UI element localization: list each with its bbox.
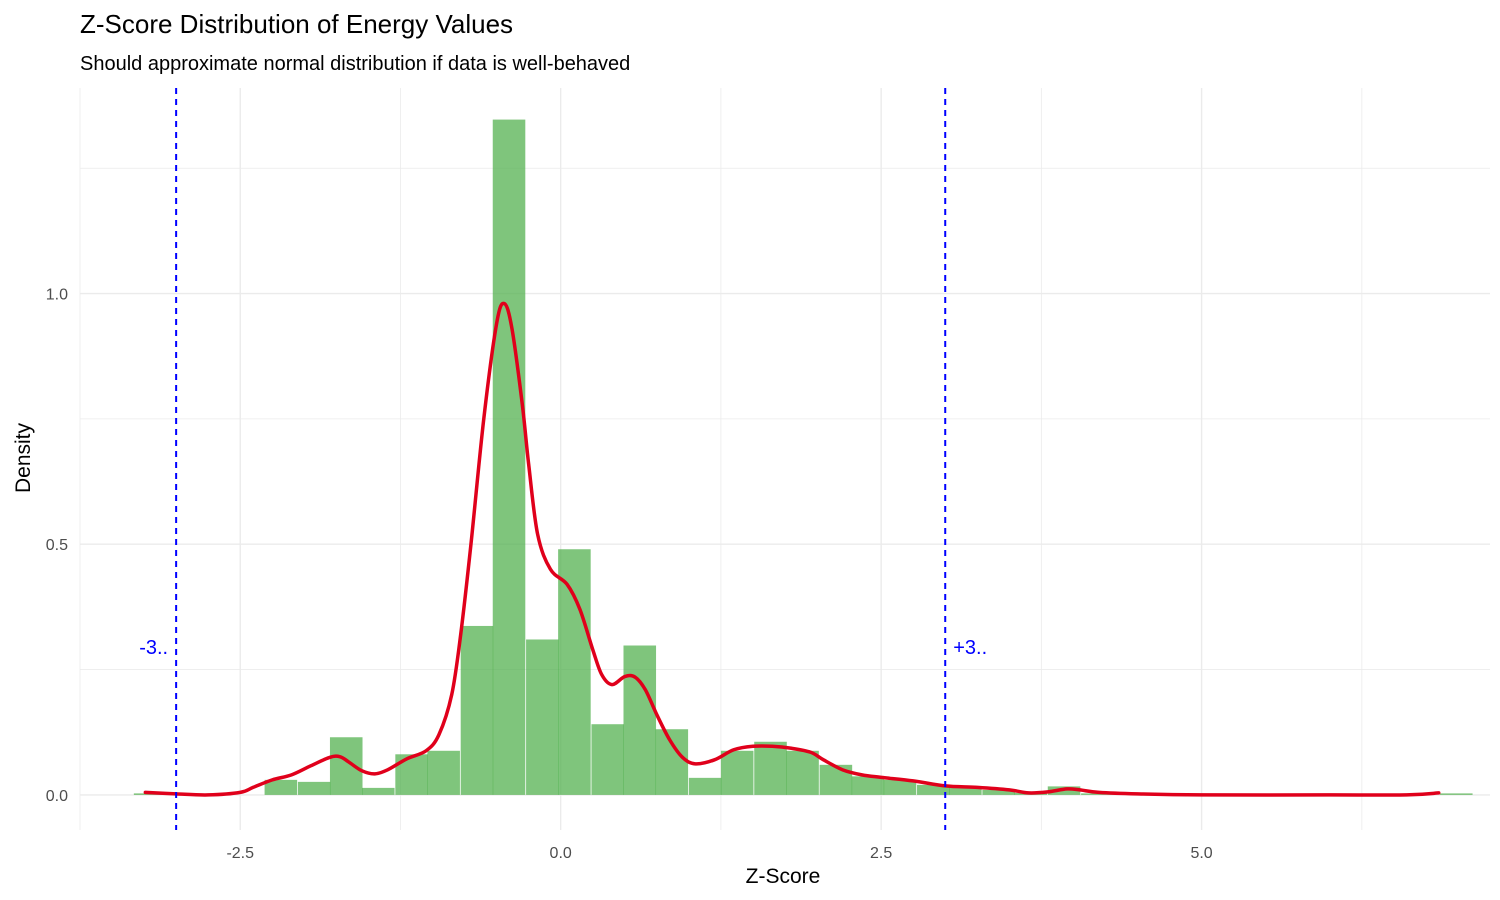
histogram-bar [720,750,754,795]
histogram-bar [427,750,460,795]
histogram-bar [786,750,819,795]
reference-lines: -3.. +3.. [139,88,987,830]
density-curve-group [143,301,1441,797]
histogram-bar [883,779,917,795]
histogram-bar [297,781,331,795]
histogram-bar [558,549,591,795]
y-tick-label: 0.5 [46,537,68,554]
histogram-bar [754,741,787,795]
histogram-bar [851,776,885,795]
density-curve [143,301,1441,797]
y-tick-label: 1.0 [46,287,68,304]
reference-line-label: +3.. [953,637,987,659]
histogram-bar [655,729,689,795]
x-tick-label: 0.0 [550,845,572,862]
grid-major [80,88,1490,830]
histogram-bars [133,119,1473,795]
histogram-bar [982,789,1015,795]
histogram-bar [591,724,625,795]
histogram-bar [688,777,722,795]
histogram-bar [1440,793,1473,795]
y-axis-title: Density [12,422,35,493]
reference-line-label: -3.. [139,637,168,659]
histogram-bar [329,737,363,795]
histogram-bar [1081,793,1114,795]
x-axis-ticks: -2.5 0.0 2.5 5.0 [226,845,1212,862]
histogram-bar [460,625,494,795]
grid-minor [79,88,1490,830]
histogram-bar [492,119,526,795]
histogram-bar [362,787,395,795]
x-tick-label: 2.5 [870,845,892,862]
chart-title: Z-Score Distribution of Energy Values [80,9,513,39]
histogram-bar [623,645,657,795]
y-tick-label: 0.0 [46,788,68,805]
histogram-bar [526,639,559,795]
histogram-bar [917,784,950,795]
x-tick-label: -2.5 [226,845,254,862]
histogram-bar [395,754,428,795]
y-axis-ticks: 0.0 0.5 1.0 [46,287,68,805]
chart-subtitle: Should approximate normal distribution i… [80,53,630,75]
histogram-bar [819,764,853,795]
histogram-bar [949,787,982,795]
x-tick-label: 5.0 [1190,845,1212,862]
histogram-bar [264,779,298,795]
x-axis-title: Z-Score [746,865,821,888]
